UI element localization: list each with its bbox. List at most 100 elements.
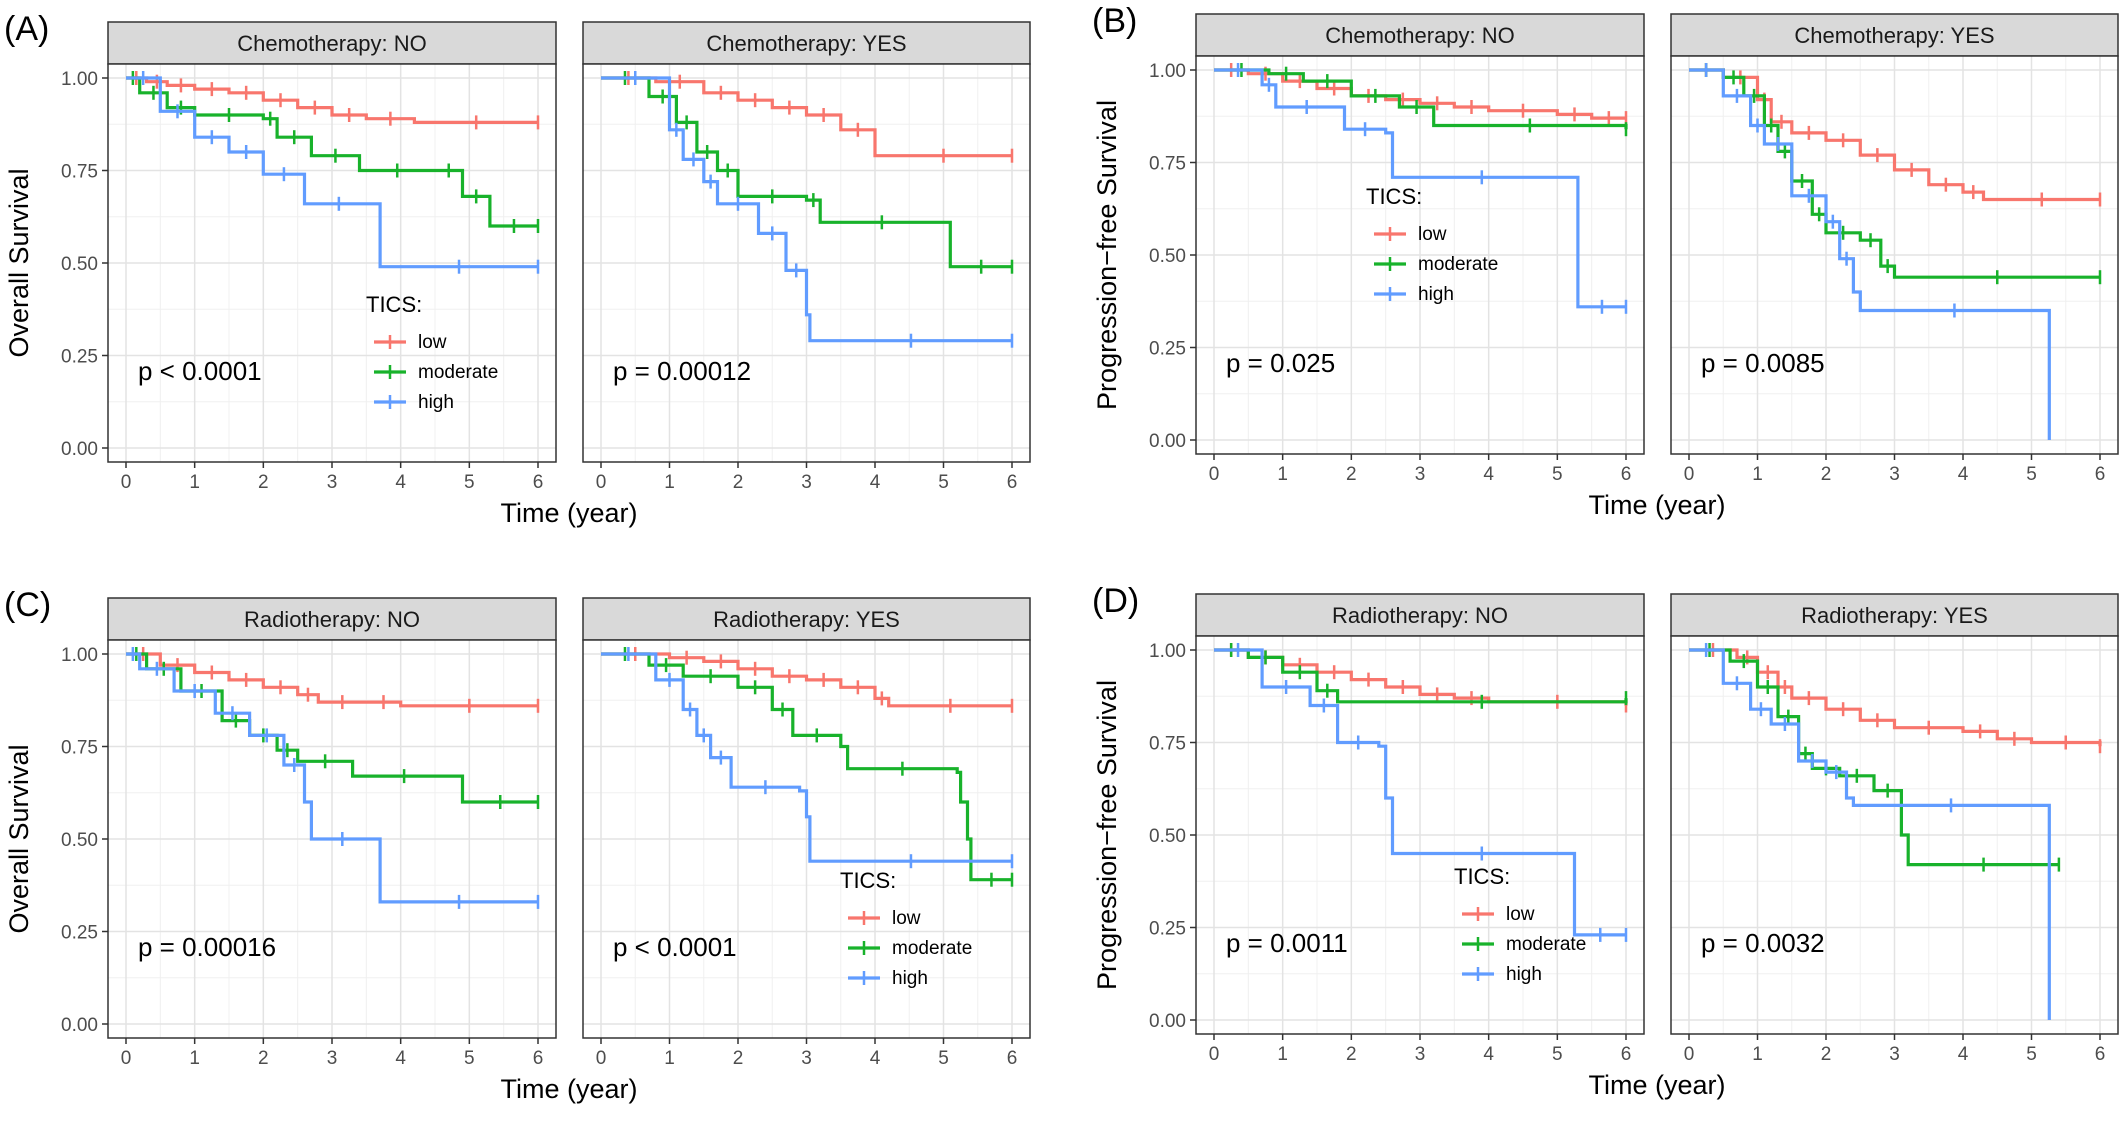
series-moderate [1214, 63, 1628, 137]
legend-label-moderate: moderate [1418, 254, 1498, 275]
x-tick-label: 4 [1483, 464, 1494, 485]
x-tick-label: 4 [1483, 1044, 1494, 1065]
x-tick-label: 5 [2026, 464, 2037, 485]
x-tick-label: 1 [1277, 1044, 1288, 1065]
x-tick-label: 6 [2095, 464, 2106, 485]
x-tick-label: 3 [1415, 464, 1426, 485]
y-tick-label: 0.50 [1149, 826, 1186, 847]
x-axis-title: Time (year) [500, 498, 637, 528]
x-tick-label: 4 [1958, 464, 1969, 485]
facet-strip [107, 21, 557, 65]
series-high [1214, 63, 1628, 314]
p-value: p = 0.00016 [138, 932, 276, 962]
facet-strip [1670, 593, 2119, 637]
legend-label-high: high [418, 392, 454, 413]
y-tick-label: 0.00 [61, 1015, 98, 1036]
y-tick-label: 1.00 [1149, 61, 1186, 82]
x-tick-label: 6 [1621, 1044, 1632, 1065]
series-high [601, 71, 1014, 348]
panel-letter: (A) [4, 10, 49, 48]
legend-label-moderate: moderate [892, 938, 972, 959]
legend: TICS: low moderate high [1454, 864, 1586, 985]
facet-1: Chemotherapy: NO 0 1 2 3 4 5 6 0.00 0.25 0.50 0.75 1… [1149, 13, 1645, 485]
series-high [1689, 63, 2051, 440]
x-tick-label: 1 [1277, 464, 1288, 485]
x-tick-label: 1 [1752, 464, 1763, 485]
km-curve-moderate [601, 76, 1012, 269]
x-tick-label: 3 [1415, 1044, 1426, 1065]
x-tick-label: 6 [2095, 1044, 2106, 1065]
y-tick-label: 1.00 [61, 645, 98, 666]
chart-panel-3: (C) Radiotherapy: NO 0 1 2 3 4 5 6 0.00 0.25 0.50 0.… [4, 586, 1031, 1104]
y-tick-label: 0.50 [61, 830, 98, 851]
legend-label-moderate: moderate [1506, 934, 1586, 955]
km-curve-high [126, 652, 538, 904]
km-curve-moderate [1214, 648, 1628, 704]
x-tick-label: 0 [1209, 1044, 1220, 1065]
x-tick-label: 3 [1889, 464, 1900, 485]
facet-strip-label: Radiotherapy: YES [713, 607, 900, 632]
facet-2: Chemotherapy: YES 0 1 2 3 4 5 6 p = 0.00012 [582, 21, 1031, 493]
series-high [126, 71, 540, 274]
y-tick-label: 0.25 [1149, 339, 1186, 360]
y-tick-label: 0.00 [1149, 1011, 1186, 1032]
p-value: p = 0.00012 [613, 356, 751, 386]
chart-panel-1: (A) Chemotherapy: NO 0 1 2 3 4 5 6 0.00 0.25 0.50 0.… [4, 10, 1031, 528]
legend-title: TICS: [840, 868, 896, 893]
x-tick-label: 0 [1684, 1044, 1695, 1065]
legend-label-high: high [892, 968, 928, 989]
km-curve-moderate [126, 76, 538, 228]
y-axis-title: Progression−free Survival [1092, 680, 1122, 990]
p-value: p < 0.0001 [138, 356, 262, 386]
x-tick-label: 4 [870, 1048, 881, 1069]
legend-label-high: high [1418, 284, 1454, 305]
y-tick-label: 0.50 [1149, 246, 1186, 267]
x-tick-label: 1 [664, 472, 675, 493]
x-tick-label: 3 [1889, 1044, 1900, 1065]
y-tick-label: 0.75 [1149, 734, 1186, 755]
x-tick-label: 2 [258, 472, 269, 493]
x-tick-label: 2 [1346, 464, 1357, 485]
y-tick-label: 1.00 [61, 69, 98, 90]
legend-title: TICS: [366, 292, 422, 317]
x-tick-label: 5 [2026, 1044, 2037, 1065]
km-curve-moderate [1214, 68, 1628, 130]
x-tick-label: 0 [1209, 464, 1220, 485]
p-value: p = 0.025 [1226, 348, 1335, 378]
legend-label-moderate: moderate [418, 362, 498, 383]
chart-panel-2: (B) Chemotherapy: NO 0 1 2 3 4 5 6 0.00 0.25 0.50 0.… [1092, 2, 2119, 520]
series-high [1214, 643, 1628, 942]
p-value: p = 0.0085 [1701, 348, 1825, 378]
facet-strip-label: Radiotherapy: NO [244, 607, 420, 632]
x-tick-label: 2 [1821, 1044, 1832, 1065]
p-value: p = 0.0011 [1226, 928, 1348, 958]
series-low [601, 71, 1014, 163]
series-low [1689, 63, 2102, 207]
x-tick-label: 2 [1346, 1044, 1357, 1065]
x-axis-title: Time (year) [1588, 1070, 1725, 1100]
facet-2: Radiotherapy: YES 0 1 2 3 4 5 6 p < 0.0001 TICS: l… [582, 597, 1031, 1069]
x-tick-label: 4 [1958, 1044, 1969, 1065]
km-curve-low [126, 76, 538, 124]
y-axis-title: Progression−free Survival [1092, 100, 1122, 410]
x-tick-label: 1 [664, 1048, 675, 1069]
x-tick-label: 0 [121, 1048, 132, 1069]
facet-strip-label: Radiotherapy: NO [1332, 603, 1508, 628]
x-tick-label: 1 [189, 1048, 200, 1069]
legend-label-low: low [892, 908, 921, 929]
x-tick-label: 6 [1007, 1048, 1018, 1069]
panel-letter: (B) [1092, 2, 1137, 40]
km-curve-moderate [601, 652, 1012, 882]
km-curve-high [1689, 68, 2051, 440]
km-curve-high [126, 76, 538, 269]
facet-strip-label: Chemotherapy: YES [1794, 23, 1994, 48]
x-tick-label: 0 [596, 472, 607, 493]
p-value: p < 0.0001 [613, 932, 737, 962]
facet-strip [1195, 13, 1645, 57]
x-tick-label: 3 [801, 1048, 812, 1069]
legend: TICS: low moderate high [1366, 184, 1498, 305]
x-tick-label: 5 [938, 472, 949, 493]
panel-letter: (D) [1092, 582, 1139, 620]
legend-label-low: low [418, 332, 447, 353]
